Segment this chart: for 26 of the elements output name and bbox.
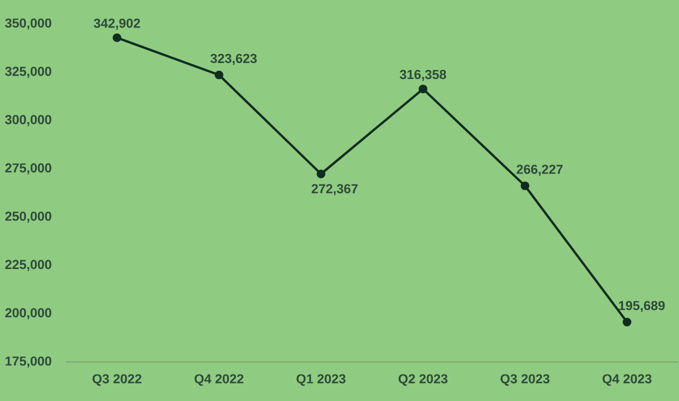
data-label: 266,227 [516,164,563,176]
data-label: 323,623 [210,54,257,65]
point [418,84,428,94]
x-tick-label: Q2 2023 [398,374,448,386]
y-tick-label: 225,000 [5,260,52,271]
data-label: 272,367 [312,184,358,196]
point [520,181,530,190]
data-label: 195,689 [619,300,665,312]
x-tick-label: Q4 2023 [602,374,652,386]
point [622,318,632,326]
x-tick-label: Q3 2023 [500,374,550,386]
point [112,33,122,42]
x-tick-label: Q3 2022 [92,374,142,386]
x-tick-label: Q1 2023 [296,374,346,386]
point [214,70,224,80]
data-label: 342,902 [94,18,140,30]
point [316,170,326,178]
y-tick-label: 250,000 [5,212,52,223]
y-tick-label: 275,000 [5,163,52,174]
x-tick-label: Q4 2022 [194,374,244,386]
y-tick-label: 200,000 [5,308,52,320]
y-tick-label: 325,000 [5,66,52,78]
data-label: 316,358 [400,70,446,81]
y-tick-label: 350,000 [5,18,52,30]
y-tick-label: 175,000 [6,356,52,368]
y-tick-label: 300,000 [5,115,52,126]
